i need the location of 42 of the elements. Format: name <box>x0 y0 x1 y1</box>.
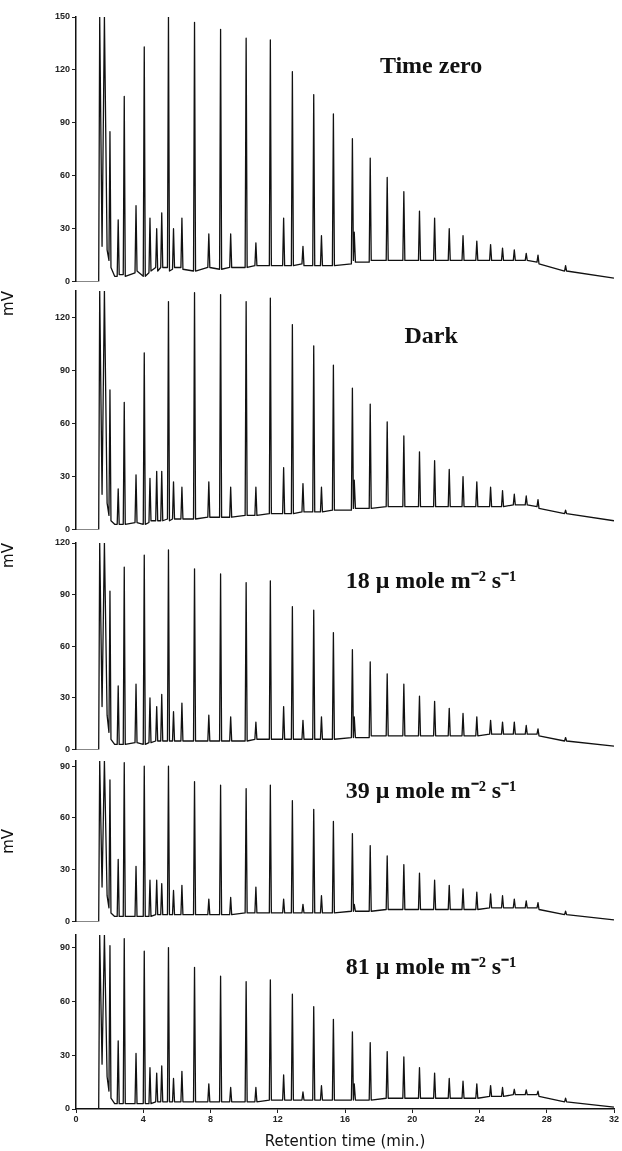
y-tick-label: 60 <box>59 995 70 1006</box>
y-tick-label: 90 <box>59 365 70 376</box>
y-tick-label: 120 <box>54 312 70 322</box>
x-tick-label: 24 <box>474 1113 485 1124</box>
y-tick-label: 0 <box>64 276 70 287</box>
x-tick-label: 32 <box>608 1113 620 1124</box>
x-tick-label: 4 <box>140 1113 146 1124</box>
y-tick-label: 90 <box>59 589 70 600</box>
y-tick-label: 90 <box>59 117 70 128</box>
y-tick-label: 30 <box>59 471 70 482</box>
y-tick-label: 0 <box>64 524 70 535</box>
y-tick-label: 150 <box>54 11 70 22</box>
y-tick-label: 30 <box>59 223 70 234</box>
y-tick-label: 120 <box>54 64 70 75</box>
text: Dark <box>404 321 459 348</box>
text: 18 μ mole m⁻² s⁻¹ <box>345 567 517 594</box>
y-tick-label: 0 <box>64 916 70 927</box>
y-tick-label: 60 <box>59 418 70 429</box>
text: 39 μ mole m⁻² s⁻¹ <box>345 776 517 803</box>
y-axis-title: mV <box>0 828 17 854</box>
x-axis-title: Retention time (min.) <box>264 1131 426 1150</box>
x-tick-label: 12 <box>272 1113 283 1124</box>
x-tick-label: 0 <box>73 1113 79 1124</box>
y-axis-title: mV <box>0 290 17 316</box>
y-tick-label: 90 <box>59 760 70 771</box>
y-axis-title: mV <box>0 542 17 568</box>
y-tick-label: 60 <box>59 170 70 181</box>
text: 81 μ mole m⁻² s⁻¹ <box>345 953 517 980</box>
y-tick-label: 60 <box>59 640 70 651</box>
x-tick-label: 8 <box>207 1113 214 1124</box>
text: Time zero <box>379 52 483 79</box>
y-tick-label: 30 <box>59 692 70 703</box>
y-tick-label: 120 <box>54 537 70 548</box>
y-tick-label: 90 <box>59 942 70 953</box>
y-tick-label: 30 <box>59 1049 70 1060</box>
y-tick-label: 0 <box>64 744 70 755</box>
x-tick-label: 28 <box>541 1113 552 1124</box>
x-tick-label: 20 <box>407 1113 418 1124</box>
x-tick-label: 16 <box>339 1113 351 1124</box>
y-tick-label: 60 <box>59 812 70 823</box>
y-tick-label: 0 <box>64 1103 70 1114</box>
y-tick-label: 30 <box>59 864 70 875</box>
